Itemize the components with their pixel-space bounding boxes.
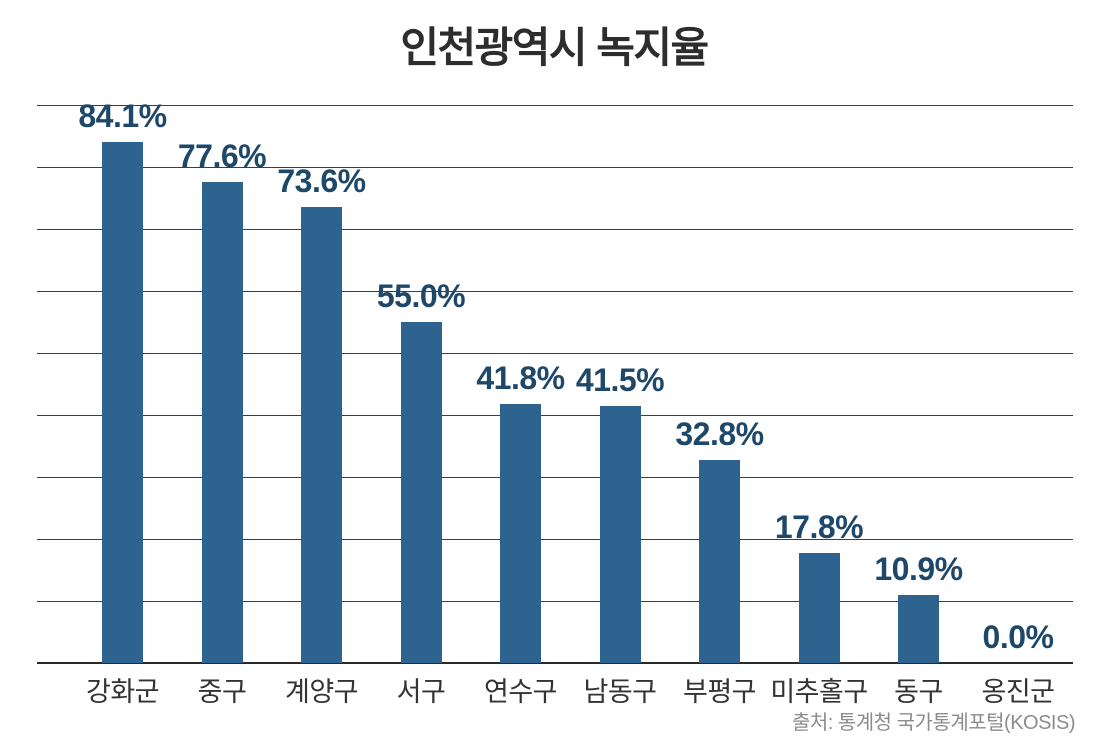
bar-동구 [898,595,939,663]
value-label: 32.8% [675,415,764,452]
category-label-동구: 동구 [894,677,943,707]
gridline [37,291,1073,292]
gridline [37,229,1073,230]
gridline [37,477,1073,478]
category-label-미추홀구: 미추홀구 [770,677,868,707]
gridline [37,601,1073,602]
value-label: 77.6% [177,137,267,174]
source-note: 출처: 통계청 국가통계포털(KOSIS) [791,712,1076,734]
category-label-옹진군: 옹진군 [981,677,1055,707]
bar-미추홀구 [798,552,840,663]
category-label-중구: 중구 [197,677,247,707]
value-label: 73.6% [277,162,366,199]
gridline [37,105,1073,106]
bar-강화군 [102,141,143,663]
x-axis-line [37,662,1073,664]
category-label-서구: 서구 [396,677,446,707]
gridline [37,415,1073,416]
category-label-남동구: 남동구 [583,677,657,707]
value-label: 17.8% [774,508,864,545]
value-label: 41.8% [476,359,565,396]
value-label: 0.0% [982,619,1054,655]
bar-부평구 [699,459,740,663]
value-label: 10.9% [874,551,963,588]
x-axis-labels: 강화군 중구 계양구 서구 연수구 남동구 부평구 미추홀구 동구 옹진군 [37,666,1073,707]
bar-계양구 [301,206,342,663]
chart-title: 인천광역시 녹지율 [400,24,709,71]
bar-서구 [400,322,442,663]
category-label-계양구: 계양구 [284,677,359,707]
bar-연수구 [500,403,541,663]
bar-중구 [201,181,243,663]
category-label-연수구: 연수구 [483,677,558,707]
category-label-강화군: 강화군 [85,677,160,707]
plot-area: 84.1% 77.6% 73.6% 55.0% 41.8% 41.5% 32.8% 17.8%… [37,98,1073,664]
gridline [37,539,1073,540]
bar-남동구 [599,405,641,663]
value-label: 41.5% [575,361,665,398]
gridline [37,167,1073,168]
gridline [37,353,1073,354]
value-label: 55.0% [376,278,466,314]
category-label-부평구: 부평구 [682,677,757,707]
value-label: 84.1% [78,97,167,134]
